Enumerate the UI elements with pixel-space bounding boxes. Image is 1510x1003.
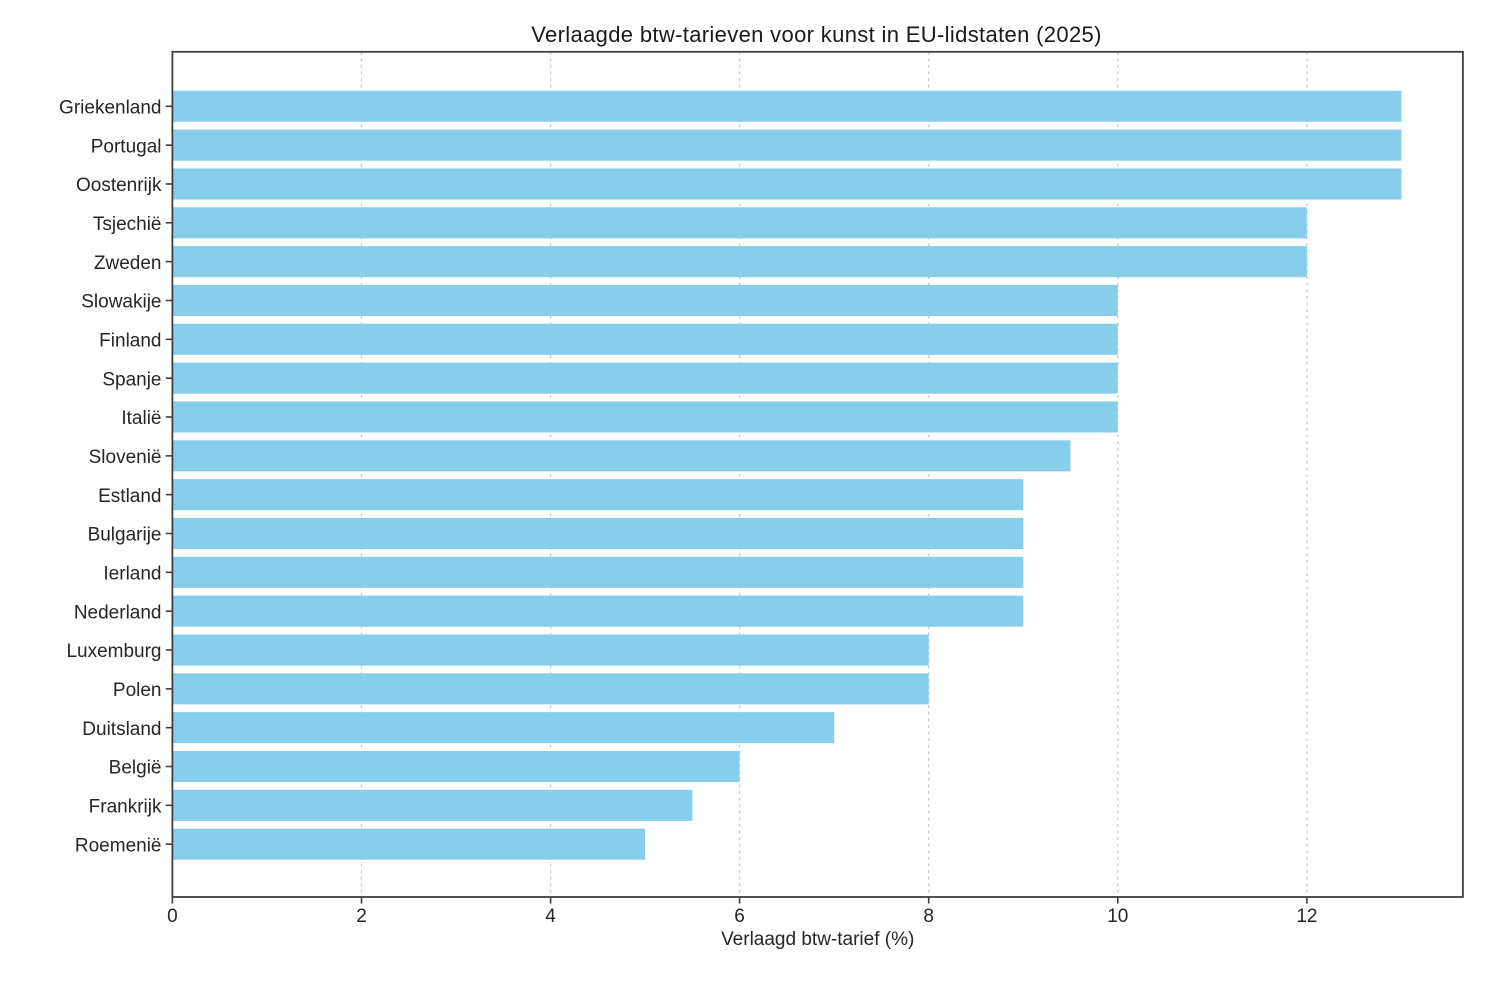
svg-text:België: België [109,758,162,779]
svg-text:6: 6 [734,906,745,927]
svg-text:Ierland: Ierland [103,564,161,585]
svg-text:0: 0 [167,906,178,927]
svg-text:Luxemburg: Luxemburg [66,641,161,662]
svg-text:4: 4 [545,906,556,927]
svg-text:12: 12 [1296,906,1317,927]
svg-text:Roemenië: Roemenië [75,835,162,856]
svg-text:2: 2 [356,906,367,927]
svg-text:Duitsland: Duitsland [82,719,161,740]
svg-text:Slovenië: Slovenië [89,447,162,468]
svg-text:Estland: Estland [98,486,161,507]
svg-text:Spanje: Spanje [102,369,161,390]
svg-text:Frankrijk: Frankrijk [89,797,162,818]
svg-text:Finland: Finland [99,331,161,352]
svg-text:Oostenrijk: Oostenrijk [76,175,162,196]
svg-text:Portugal: Portugal [91,136,162,157]
svg-text:Verlaagd btw-tarief (%): Verlaagd btw-tarief (%) [721,929,914,950]
svg-text:Verlaagde btw-tarieven voor ku: Verlaagde btw-tarieven voor kunst in EU-… [531,22,1102,47]
svg-text:10: 10 [1107,906,1128,927]
svg-text:Italië: Italië [121,408,161,429]
svg-text:Griekenland: Griekenland [59,98,161,119]
svg-text:8: 8 [923,906,934,927]
svg-text:Slowakije: Slowakije [81,292,161,313]
svg-text:Polen: Polen [113,680,162,701]
svg-text:Zweden: Zweden [94,253,162,274]
svg-text:Tsjechië: Tsjechië [93,214,162,235]
svg-text:Nederland: Nederland [74,602,162,623]
svg-text:Bulgarije: Bulgarije [88,525,162,546]
